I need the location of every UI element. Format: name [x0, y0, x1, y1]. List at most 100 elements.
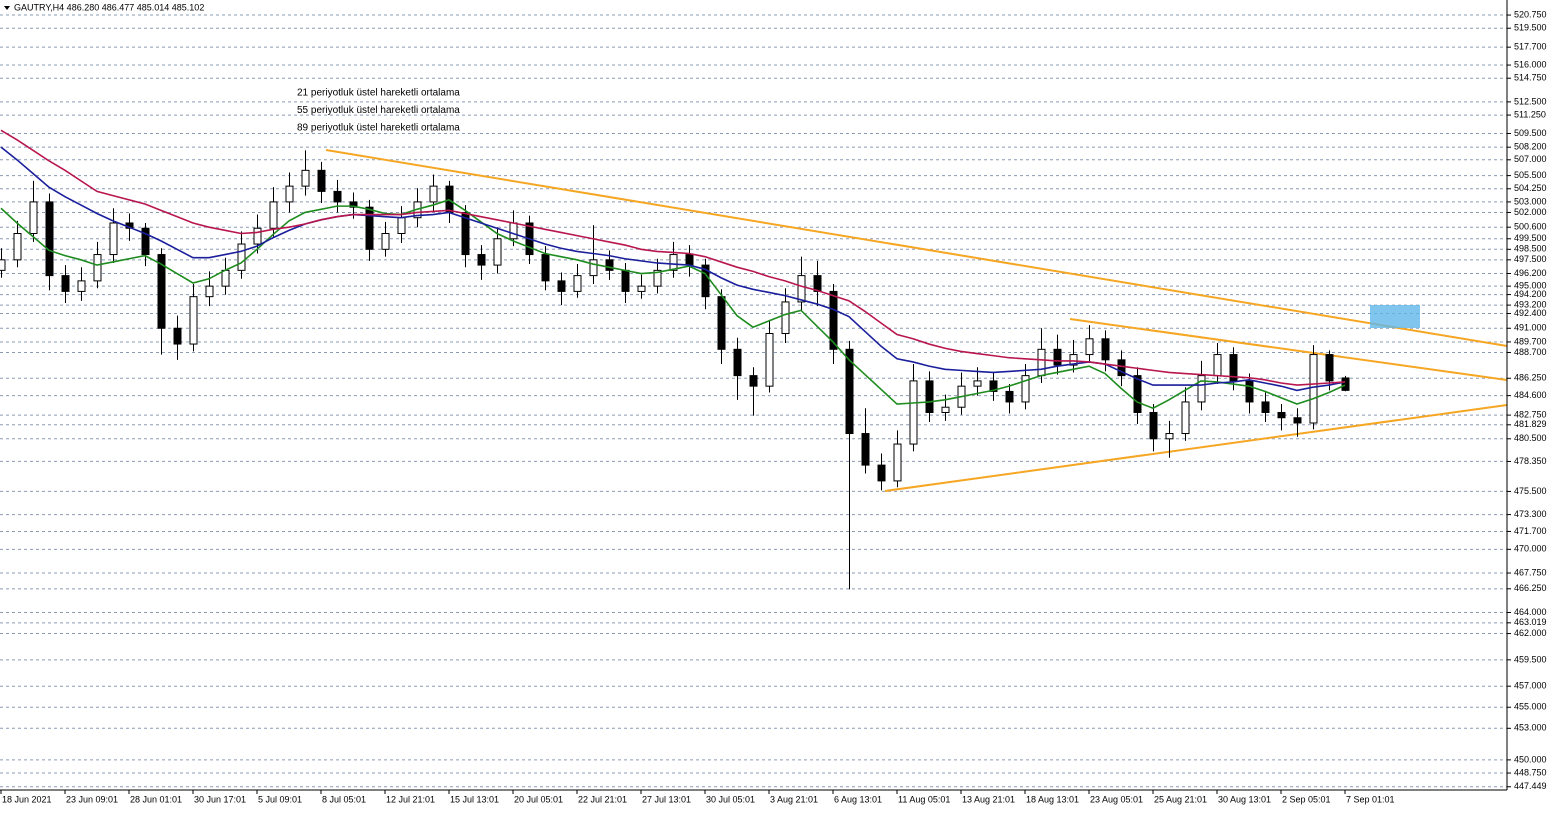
y-tick-label: 464.000 [1514, 607, 1547, 617]
candle-body [573, 275, 582, 292]
candle-body [0, 259, 6, 271]
candle-body [893, 443, 902, 482]
trend-line [884, 404, 1508, 492]
candle-body [541, 254, 550, 282]
y-tick-label: 496.200 [1514, 268, 1547, 278]
candle-body [317, 169, 326, 192]
candle-body [29, 201, 38, 235]
candle-body [61, 275, 70, 292]
y-tick-label: 482.750 [1514, 409, 1547, 419]
moving-average-line [0, 129, 1346, 386]
y-tick-label: 503.000 [1514, 196, 1547, 206]
candle-body [589, 259, 598, 277]
x-tick-label: 18 Aug 13:01 [1026, 794, 1079, 804]
y-tick-label: 517.700 [1514, 42, 1547, 52]
y-tick-label: 462.000 [1514, 628, 1547, 638]
candle-body [1245, 380, 1254, 403]
y-tick-label: 497.500 [1514, 254, 1547, 264]
candle-body [1293, 417, 1302, 424]
y-tick-label: 509.500 [1514, 128, 1547, 138]
candle-body [141, 227, 150, 256]
moving-averages [0, 129, 1346, 410]
y-tick-label: 457.000 [1514, 681, 1547, 691]
y-tick-label: 502.000 [1514, 207, 1547, 217]
candle-body [285, 185, 294, 203]
candle-body [1069, 354, 1078, 366]
x-tick-label: 30 Jun 17:01 [194, 794, 246, 804]
y-tick-label: 520.750 [1514, 9, 1547, 19]
x-tick-label: 2 Sep 05:01 [1282, 794, 1331, 804]
candle-body [1117, 359, 1126, 377]
candle-body [1181, 401, 1190, 435]
candle-body [1277, 411, 1286, 419]
y-tick-label: 475.500 [1514, 486, 1547, 496]
candle-body [365, 206, 374, 250]
y-tick-label: 519.500 [1514, 23, 1547, 33]
x-tick-label: 5 Jul 09:01 [258, 794, 302, 804]
candle-body [333, 190, 342, 203]
candle-body [1309, 354, 1318, 424]
y-tick-label: 481.829 [1514, 419, 1547, 429]
candle-body [941, 406, 950, 413]
x-tick-label: 25 Aug 21:01 [1154, 794, 1207, 804]
y-tick-label: 504.250 [1514, 183, 1547, 193]
candle-body [733, 348, 742, 377]
candle-body [829, 290, 838, 350]
price-axis: 520.750 519.500 517.700 516.000 514.750 512.5… [1507, 9, 1547, 791]
candle-body [685, 254, 694, 266]
y-tick-label: 447.449 [1514, 781, 1547, 791]
candle-body [253, 227, 262, 245]
candle-body [653, 269, 662, 287]
candle-body [1005, 390, 1014, 403]
time-axis: 18 Jun 2021 23 Jun 09:01 28 Jun 01:01 30 Ju… [0, 790, 1395, 804]
y-tick-label: 478.350 [1514, 456, 1547, 466]
candle-body [509, 222, 518, 240]
y-tick-label: 467.750 [1514, 567, 1547, 577]
x-tick-label: 18 Jun 2021 [2, 794, 52, 804]
candle-body [701, 264, 710, 298]
candle-body [173, 327, 182, 345]
menu-arrow[interactable] [4, 6, 10, 10]
candle-body [1325, 354, 1334, 382]
candle-body [1165, 433, 1174, 440]
x-tick-label: 12 Jul 21:01 [386, 794, 435, 804]
candle-body [109, 222, 118, 256]
x-tick-label: 30 Aug 13:01 [1218, 794, 1271, 804]
candle-body [93, 254, 102, 282]
candle-body [1053, 348, 1062, 366]
candle-body [909, 380, 918, 445]
candle-body [13, 233, 22, 261]
candle-body [877, 464, 886, 482]
legend-entry: 89 periyotluk üstel hareketli ortalama [297, 123, 460, 134]
x-tick-label: 28 Jun 01:01 [130, 794, 182, 804]
candle-body [1197, 375, 1206, 403]
candle-body [301, 169, 310, 187]
x-tick-label: 23 Aug 05:01 [1090, 794, 1143, 804]
candle-body [493, 238, 502, 266]
y-tick-label: 489.700 [1514, 336, 1547, 346]
x-tick-label: 15 Jul 13:01 [450, 794, 499, 804]
legend-entry: 55 periyotluk üstel hareketli ortalama [297, 105, 460, 116]
candle-body [477, 254, 486, 266]
candle-body [269, 201, 278, 229]
y-tick-label: 455.000 [1514, 702, 1547, 712]
chart-title: GAUTRY,H4 486.280 486.477 485.014 485.10… [14, 2, 204, 12]
y-tick-label: 484.600 [1514, 390, 1547, 400]
legend-entry: 21 periyotluk üstel hareketli ortalama [297, 88, 460, 99]
candle-body [813, 275, 822, 292]
candle-body [1341, 377, 1350, 391]
candle-body [221, 269, 230, 287]
x-tick-label: 8 Jul 05:01 [322, 794, 366, 804]
candle-body [717, 296, 726, 350]
legend: 21 periyotluk üstel hareketli ortalama 55… [297, 88, 460, 134]
candle-body [189, 296, 198, 345]
y-tick-label: 492.400 [1514, 308, 1547, 318]
y-tick-label: 507.000 [1514, 154, 1547, 164]
y-tick-label: 486.250 [1514, 373, 1547, 383]
candle-body [989, 380, 998, 392]
y-tick-label: 499.500 [1514, 233, 1547, 243]
y-tick-label: 512.500 [1514, 96, 1547, 106]
moving-average-line [0, 198, 1346, 410]
candle-body [1101, 338, 1110, 361]
